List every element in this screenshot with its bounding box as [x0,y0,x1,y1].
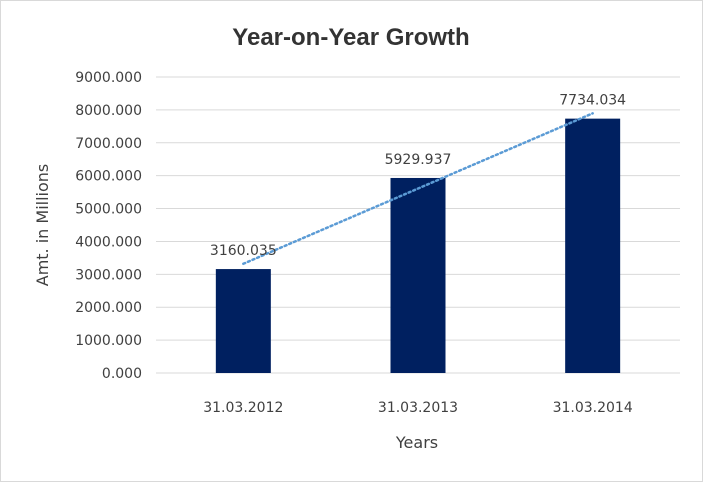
trendline [242,112,594,266]
y-tick-label: 8000.000 [75,103,142,119]
bar [390,177,446,373]
x-axis-title: Years [395,433,438,452]
x-tick-label: 31.03.2013 [378,400,458,416]
data-label: 3160.035 [210,243,277,259]
x-tick-label: 31.03.2014 [553,400,633,416]
y-tick-label: 6000.000 [75,169,142,185]
chart-title: Year-on-Year Growth [232,24,469,51]
bar [215,269,271,373]
y-tick-label: 4000.000 [75,234,142,250]
y-tick-label: 2000.000 [75,300,142,316]
x-tick-label: 31.03.2012 [203,400,283,416]
y-tick-label: 7000.000 [75,136,142,152]
y-tick-label: 9000.000 [75,70,142,86]
y-tick-label: 3000.000 [75,267,142,283]
trendline-group [242,112,594,266]
data-label: 5929.937 [385,152,452,168]
y-axis-title: Amt. in Millions [33,164,52,287]
y-tick-label: 1000.000 [75,333,142,349]
y-tick-label: 0.000 [102,366,142,382]
data-labels: 3160.035 5929.937 7734.034 [210,93,626,259]
data-label: 7734.034 [559,93,626,109]
bar [565,118,621,373]
y-axis-ticks: 0.000 1000.000 2000.000 3000.000 4000.000 500… [75,70,142,382]
bars [215,118,621,373]
x-axis-ticks: 31.03.2012 31.03.2013 31.03.2014 [203,400,633,416]
y-tick-label: 5000.000 [75,202,142,218]
